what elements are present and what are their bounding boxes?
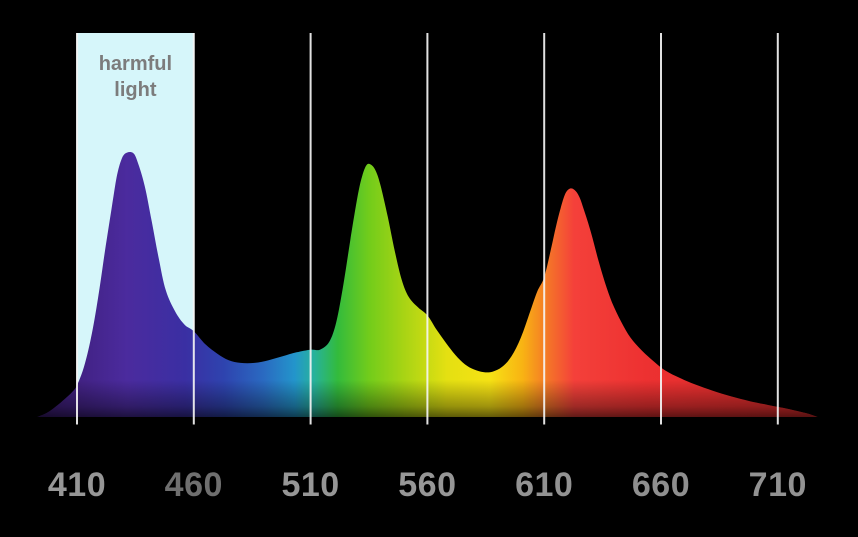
harmful-light-label-line1: harmful bbox=[98, 53, 173, 75]
harmful-light-label: harmful light bbox=[77, 51, 194, 103]
spectrum-curve-shading bbox=[37, 152, 818, 418]
harmful-light-label-line2: light bbox=[114, 79, 157, 101]
gridlines bbox=[76, 33, 779, 425]
